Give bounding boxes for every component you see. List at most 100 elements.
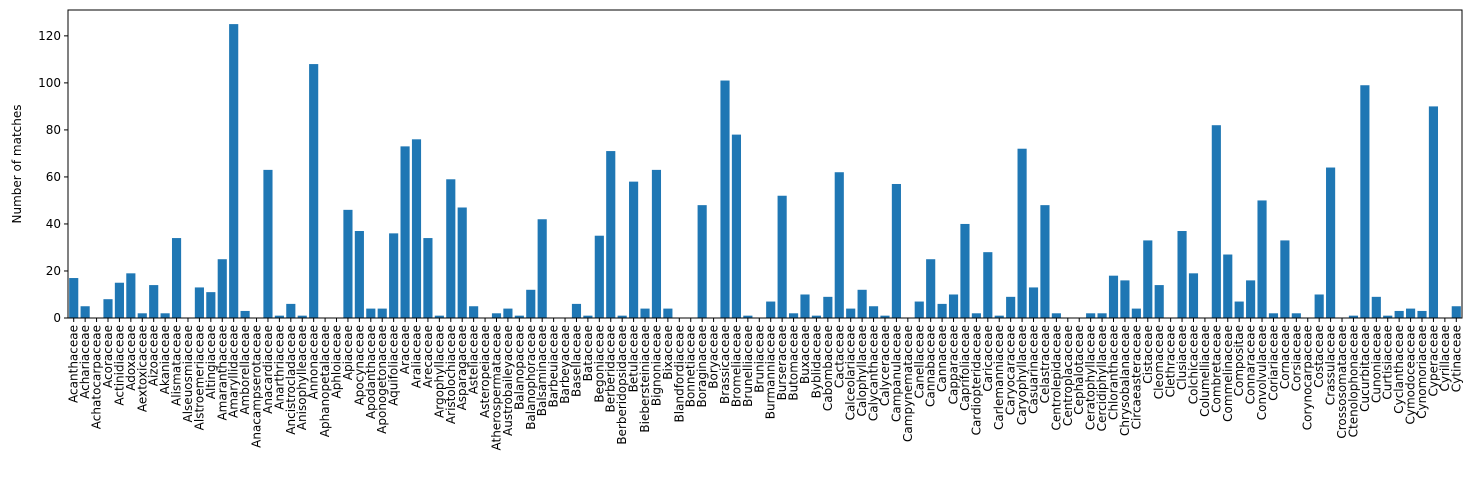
bar: [606, 151, 616, 318]
x-tick-label: Crossosomataceae: [1335, 325, 1349, 439]
x-tick-label: Cistaceae: [1141, 325, 1155, 384]
x-tick-label: Atherospermataceae: [489, 325, 503, 451]
x-tick-label: Berberidopsidaceae: [615, 325, 629, 445]
x-tick-label: Cytinaceae: [1449, 325, 1463, 392]
x-tick-label: Araliaceae: [410, 325, 424, 388]
bar: [103, 299, 113, 318]
bar: [160, 313, 170, 318]
x-tick-label: Cardiopteridaceae: [969, 325, 983, 435]
bar: [217, 259, 227, 318]
x-tick-label: Aextoxicaceae: [135, 325, 149, 412]
x-tick-label: Begoniaceae: [592, 325, 606, 403]
bar: [274, 315, 284, 318]
x-tick-label: Ctenolophonaceae: [1346, 325, 1360, 437]
x-tick-label: Byblidaceae: [809, 325, 823, 398]
bar: [868, 306, 879, 318]
x-tick-label: Clethraceae: [1164, 325, 1178, 397]
bar: [891, 183, 901, 318]
bar: [514, 315, 524, 318]
x-tick-label: Carlemanniaceae: [992, 325, 1006, 430]
x-tick-label: Anacampserotaceae: [250, 325, 264, 448]
bar: [377, 308, 387, 318]
bar: [743, 315, 753, 318]
x-tick-label: Cercidiphyllaceae: [1095, 325, 1109, 431]
x-tick-label: Cymodoceaceae: [1404, 325, 1418, 425]
bar: [1108, 275, 1119, 318]
x-tick-label: Aphloiaceae: [330, 325, 344, 399]
plot-frame: [67, 9, 1463, 319]
x-axis: AcanthaceaeAchariaceaeAchatocarpaceaeAco…: [67, 318, 1463, 451]
x-tick-label: Cyperaceae: [1426, 325, 1440, 396]
x-tick-label: Clusiaceae: [1175, 325, 1189, 390]
x-tick-label: Cucurbitaceae: [1358, 325, 1372, 412]
bar: [491, 313, 502, 318]
bar: [240, 310, 250, 318]
x-tick-label: Actinidiaceae: [112, 325, 126, 406]
bar: [446, 179, 456, 318]
x-tick-label: Acanthaceae: [67, 325, 81, 403]
x-tick-label: Convolvulaceae: [1255, 325, 1269, 420]
x-tick-label: Combretaceae: [1209, 325, 1223, 413]
bar: [171, 238, 182, 318]
bar: [1211, 125, 1221, 318]
x-tick-label: Amaranthaceae: [215, 325, 229, 421]
bar: [1348, 315, 1359, 318]
bar: [137, 313, 147, 318]
x-tick-label: Balsaminaceae: [535, 325, 549, 416]
bar: [343, 209, 353, 318]
x-tick-label: Aphanopetalaceae: [318, 325, 332, 437]
x-tick-label: Apiaceae: [341, 325, 355, 380]
x-tick-label: Adoxaceae: [124, 325, 138, 391]
bar: [594, 235, 604, 318]
x-tick-label: Compositae: [1232, 325, 1246, 396]
bar: [537, 219, 547, 318]
x-tick-label: Connaraceae: [1244, 325, 1258, 404]
bar: [309, 64, 319, 319]
x-tick-label: Aristolochiaceae: [444, 325, 458, 424]
bar: [731, 134, 742, 318]
bar: [114, 282, 124, 318]
y-tick-label: 100: [38, 76, 61, 90]
x-tick-label: Burseraceae: [775, 325, 789, 400]
bar: [354, 231, 364, 318]
x-tick-label: Bonnetiaceae: [684, 325, 698, 407]
x-tick-label: Apodanthaceae: [364, 325, 378, 419]
x-tick-label: Bignoniaceae: [649, 325, 663, 406]
y-axis-label: Number of matches: [10, 105, 24, 224]
x-tick-label: Crassulaceae: [1324, 325, 1338, 405]
x-tick-label: Alismataceae: [170, 325, 184, 406]
x-tick-label: Blandfordiaceae: [672, 325, 686, 422]
bar: [389, 233, 399, 318]
x-tick-label: Brunelliaceae: [741, 325, 755, 407]
bar: [400, 146, 410, 318]
bar: [651, 169, 662, 318]
bar: [926, 259, 936, 318]
x-tick-label: Coriariaceae: [1266, 325, 1280, 401]
bar: [1428, 106, 1439, 319]
bar: [1257, 200, 1267, 318]
x-tick-label: Caricaceae: [981, 325, 995, 392]
y-tick-label: 20: [46, 264, 61, 278]
bar: [1051, 313, 1061, 318]
x-tick-label: Butomaceae: [787, 325, 801, 401]
x-tick-label: Caprifoliaceae: [958, 325, 972, 411]
bar: [297, 315, 307, 318]
x-tick-label: Buxaceae: [798, 325, 812, 384]
bar: [469, 306, 479, 318]
bar: [983, 252, 993, 318]
bar: [857, 289, 867, 318]
x-tick-label: Burmanniaceae: [764, 325, 778, 419]
bar: [1451, 306, 1461, 318]
x-tick-label: Capparaceae: [947, 325, 961, 404]
x-tick-label: Cunoniaceae: [1369, 325, 1383, 403]
bar: [629, 181, 639, 318]
bar: [1314, 294, 1324, 318]
y-tick-label: 0: [53, 311, 61, 325]
bar: [206, 292, 216, 318]
bar: [777, 195, 787, 318]
bar: [1394, 310, 1404, 318]
bar: [411, 139, 422, 318]
bar: [571, 303, 582, 318]
bar: [960, 223, 970, 318]
y-axis: 0 20 40 60 80 100 120: [38, 29, 68, 325]
